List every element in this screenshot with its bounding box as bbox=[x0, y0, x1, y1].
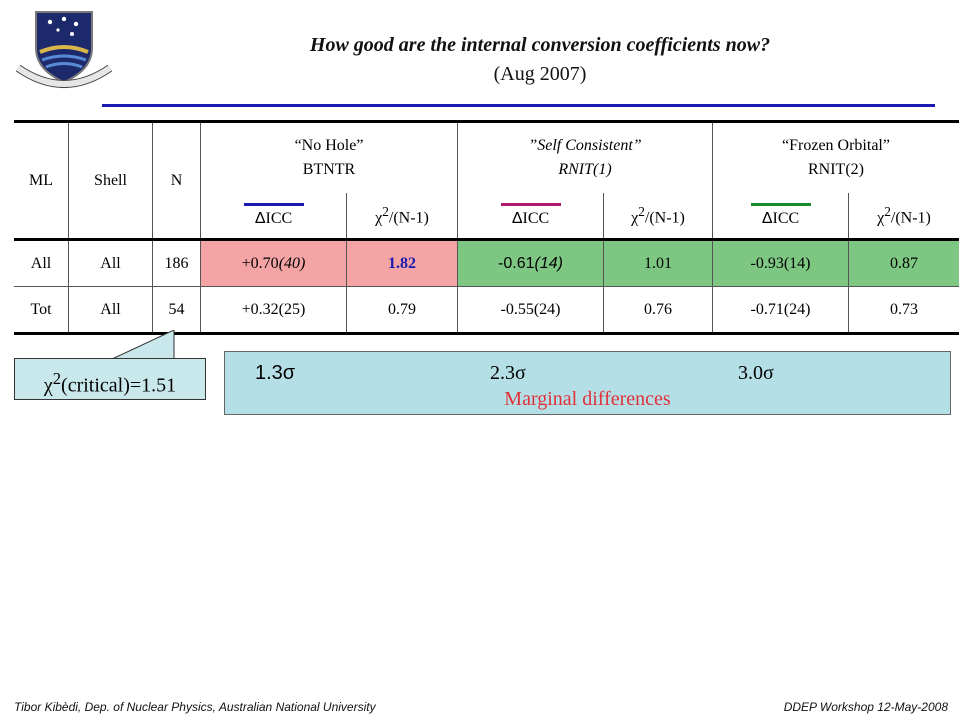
overbar bbox=[500, 203, 561, 206]
cell-delta-self-consistent: -0.55(24) bbox=[457, 286, 604, 335]
header-group-frozen-orbital: “Frozen Orbital” RNIT(2) bbox=[712, 120, 959, 193]
cell-chi2-no-hole: 0.79 bbox=[346, 286, 458, 335]
chi-sup: 2 bbox=[884, 203, 891, 219]
value: +0.70 bbox=[241, 254, 279, 272]
chi-suffix: /(N-1) bbox=[388, 209, 429, 227]
footer-author: Tibor Kibèdi, Dep. of Nuclear Physics, A… bbox=[14, 700, 376, 714]
significance-self-consistent: 2.3σ bbox=[490, 362, 526, 384]
header-group-no-hole: “No Hole” BTNTR bbox=[200, 120, 458, 193]
significance-no-hole: 1.3σ bbox=[255, 362, 296, 384]
cell-delta-self-consistent: -0.61(14) bbox=[457, 238, 604, 287]
delta-symbol: Δ bbox=[511, 210, 523, 227]
chi-symbol: χ bbox=[43, 374, 53, 397]
table-row: All All 186 +0.70(40) 1.82 -0.61(14) 1.0… bbox=[14, 238, 959, 287]
chi-suffix: /(N-1) bbox=[890, 209, 931, 227]
icc-comparison-table: ML Shell N “No Hole” BTNTR ”Self Consist… bbox=[14, 120, 959, 335]
marginal-differences-note: Marginal differences bbox=[504, 388, 671, 410]
cell-ml: Tot bbox=[14, 286, 69, 335]
delta-symbol: Δ bbox=[761, 210, 773, 227]
group-code: BTNTR bbox=[302, 161, 356, 178]
significance-box: 1.3σ 2.3σ 3.0σ Marginal differences bbox=[224, 351, 951, 415]
group-name: “No Hole” bbox=[294, 137, 364, 154]
header-group-self-consistent: ”Self Consistent” RNIT(1) bbox=[457, 120, 713, 193]
header-n: N bbox=[152, 120, 201, 240]
delta-label: ICC bbox=[772, 210, 800, 227]
chi-symbol: χ bbox=[631, 209, 639, 227]
title-divider bbox=[102, 104, 935, 107]
subheader-delta-icc: ΔICC bbox=[457, 193, 604, 240]
group-code: RNIT(2) bbox=[808, 161, 864, 178]
cell-n: 54 bbox=[152, 286, 201, 335]
cell-delta-no-hole: +0.70(40) bbox=[200, 238, 347, 287]
cell-chi2-no-hole: 1.82 bbox=[346, 238, 458, 287]
header-shell: Shell bbox=[68, 120, 153, 240]
critical-value: (critical)=1.51 bbox=[61, 374, 177, 397]
callout-pointer bbox=[109, 330, 175, 360]
page-subtitle: (Aug 2007) bbox=[493, 63, 587, 85]
value: -0.61 bbox=[498, 254, 535, 272]
cell-shell: All bbox=[68, 238, 153, 287]
chi-suffix: /(N-1) bbox=[644, 209, 685, 227]
chi-sup: 2 bbox=[52, 369, 62, 388]
cell-chi2-self-consistent: 0.76 bbox=[603, 286, 713, 335]
cell-delta-frozen-orbital: -0.71(24) bbox=[712, 286, 849, 335]
uncertainty: (40) bbox=[278, 254, 306, 272]
subheader-chi2: χ2/(N-1) bbox=[603, 193, 713, 240]
chi-symbol: χ bbox=[375, 209, 383, 227]
chi-symbol: χ bbox=[877, 209, 885, 227]
cell-n: 186 bbox=[152, 238, 201, 287]
chi-sup: 2 bbox=[382, 203, 389, 219]
delta-symbol: Δ bbox=[254, 210, 266, 227]
university-crest-logo bbox=[15, 11, 113, 88]
delta-label: ICC bbox=[522, 210, 550, 227]
header-ml: ML bbox=[14, 120, 69, 240]
group-name: “Frozen Orbital” bbox=[782, 137, 890, 154]
cell-ml: All bbox=[14, 238, 69, 287]
subheader-delta-icc: ΔICC bbox=[712, 193, 849, 240]
subheader-chi2: χ2/(N-1) bbox=[848, 193, 959, 240]
uncertainty: (14) bbox=[534, 254, 563, 272]
delta-label: ICC bbox=[265, 210, 293, 227]
cell-delta-frozen-orbital: -0.93(14) bbox=[712, 238, 849, 287]
overbar bbox=[243, 203, 304, 206]
cell-delta-no-hole: +0.32(25) bbox=[200, 286, 347, 335]
cell-chi2-frozen-orbital: 0.73 bbox=[848, 286, 959, 335]
subheader-delta-icc: ΔICC bbox=[200, 193, 347, 240]
group-code: RNIT(1) bbox=[558, 161, 612, 178]
table-row: Tot All 54 +0.32(25) 0.79 -0.55(24) 0.76… bbox=[14, 286, 959, 335]
group-name: ”Self Consistent” bbox=[528, 137, 642, 154]
chi-sup: 2 bbox=[638, 203, 645, 219]
footer-event: DDEP Workshop 12-May-2008 bbox=[783, 700, 948, 714]
subheader-chi2: χ2/(N-1) bbox=[346, 193, 458, 240]
page-title: How good are the internal conversion coe… bbox=[309, 34, 771, 56]
cell-chi2-self-consistent: 1.01 bbox=[603, 238, 713, 287]
overbar bbox=[750, 203, 811, 206]
cell-shell: All bbox=[68, 286, 153, 335]
significance-frozen-orbital: 3.0σ bbox=[738, 362, 774, 384]
cell-chi2-frozen-orbital: 0.87 bbox=[848, 238, 959, 287]
chi2-critical-callout: χ2(critical)=1.51 bbox=[14, 358, 206, 400]
